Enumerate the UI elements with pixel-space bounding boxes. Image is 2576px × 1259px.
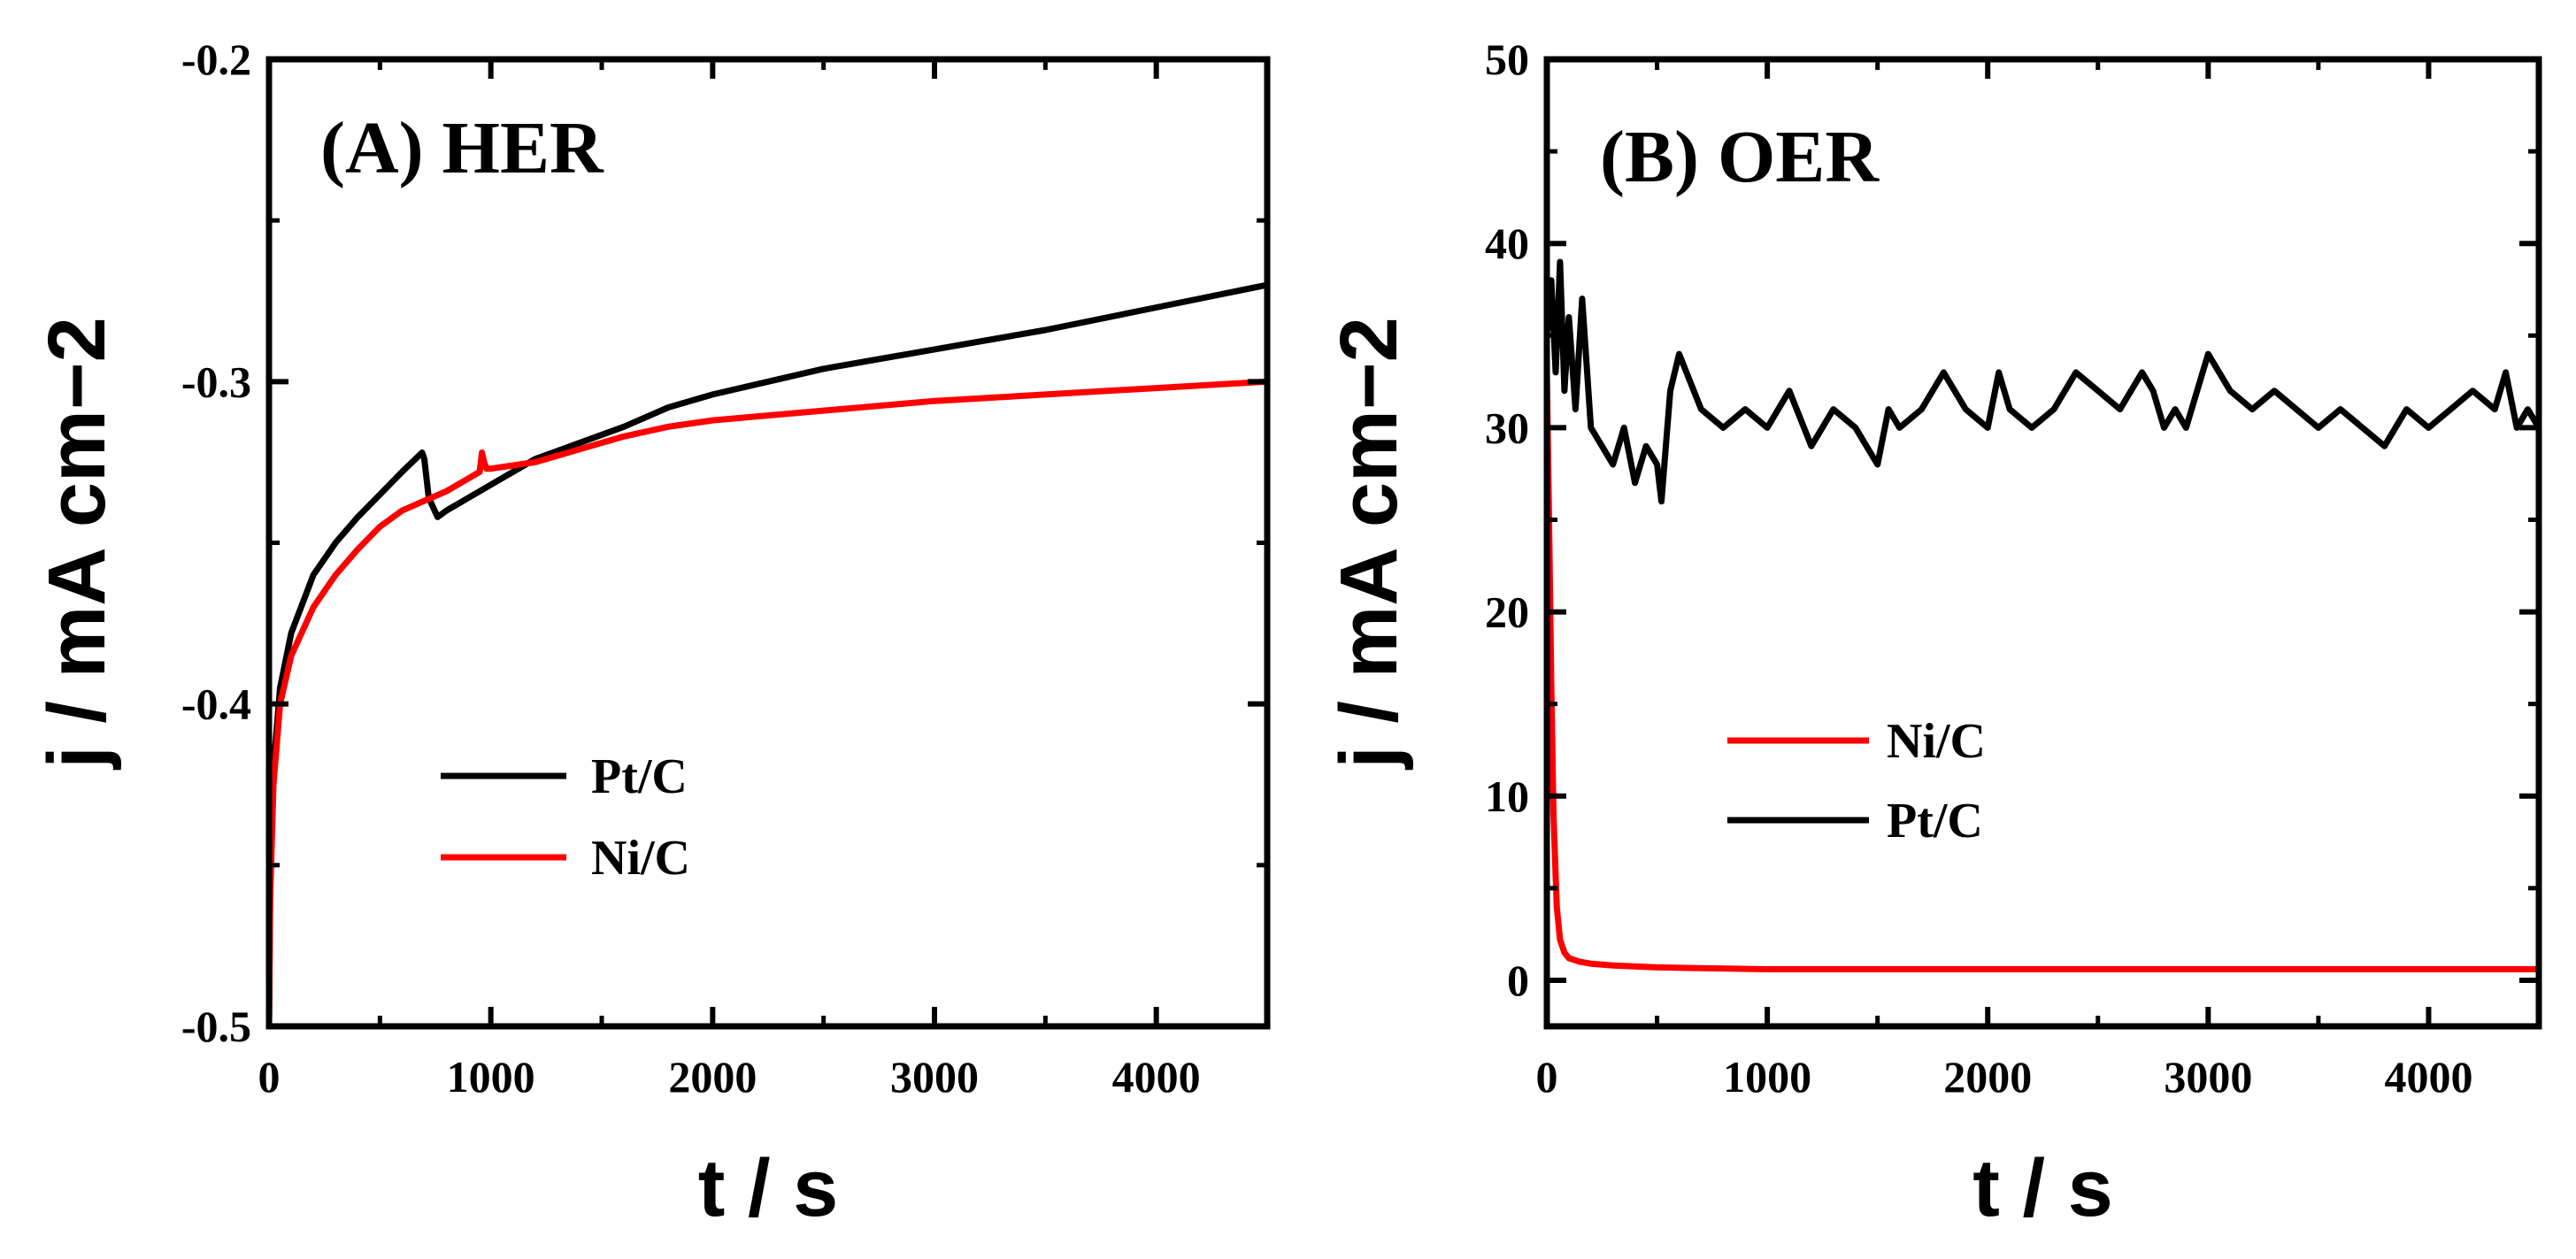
x-tick-label: 2000 xyxy=(668,1052,757,1102)
y-tick-label: -0.5 xyxy=(181,1002,251,1051)
legend: Ni/C Pt/C xyxy=(1727,714,1986,848)
y-tick-label: -0.4 xyxy=(181,679,251,729)
chart-panel-her: 0 1000 2000 3000 4000 -0.5 -0.4 -0.3 -0.2 (A) HER… xyxy=(32,35,1271,1233)
series-line-pt-c xyxy=(1547,258,2539,505)
x-tick-label: 1000 xyxy=(1723,1052,1811,1102)
series-line-pt-c xyxy=(269,281,1267,1026)
y-axis-title: j / mA cm−2 xyxy=(32,317,122,771)
x-axis-title: t / s xyxy=(1972,1143,2112,1233)
x-axis-title: t / s xyxy=(698,1143,838,1233)
x-tick-label: 3000 xyxy=(2164,1052,2252,1102)
x-tick-label: 4000 xyxy=(2384,1052,2472,1102)
y-tick-label: 0 xyxy=(1507,956,1529,1005)
y-axis-title: j / mA cm−2 xyxy=(1324,317,1414,771)
legend-label: Ni/C xyxy=(1887,714,1986,769)
x-tick-label: 2000 xyxy=(1943,1052,2032,1102)
chart-panel-oer: 0 1000 2000 3000 4000 0 10 20 30 40 50 (B) OER t / s… xyxy=(1324,35,2542,1233)
x-tick-label: 0 xyxy=(258,1052,281,1102)
y-tick-label: 30 xyxy=(1485,403,1529,452)
series-line-ni-c xyxy=(1547,372,2539,972)
panel-title: (B) OER xyxy=(1600,116,1880,198)
legend-label: Pt/C xyxy=(591,749,688,804)
y-tick-label: -0.2 xyxy=(181,35,251,84)
x-tick-label: 0 xyxy=(1536,1052,1558,1102)
series-line-ni-c xyxy=(269,378,1267,1026)
y-tick-label: 50 xyxy=(1485,35,1529,84)
x-tick-label: 3000 xyxy=(890,1052,979,1102)
panel-title: (A) HER xyxy=(320,107,604,189)
y-tick-label: 40 xyxy=(1485,219,1529,268)
legend: Pt/C Ni/C xyxy=(441,749,690,886)
y-tick-label: -0.3 xyxy=(181,357,251,406)
y-tick-label: 10 xyxy=(1485,772,1529,821)
legend-label: Pt/C xyxy=(1887,794,1983,848)
plot-frame xyxy=(265,56,1271,1030)
x-tick-label: 1000 xyxy=(447,1052,535,1102)
y-tick-label: 20 xyxy=(1485,587,1529,637)
x-tick-label: 4000 xyxy=(1112,1052,1201,1102)
legend-label: Ni/C xyxy=(591,831,690,886)
plot-frame xyxy=(1543,56,2542,1030)
